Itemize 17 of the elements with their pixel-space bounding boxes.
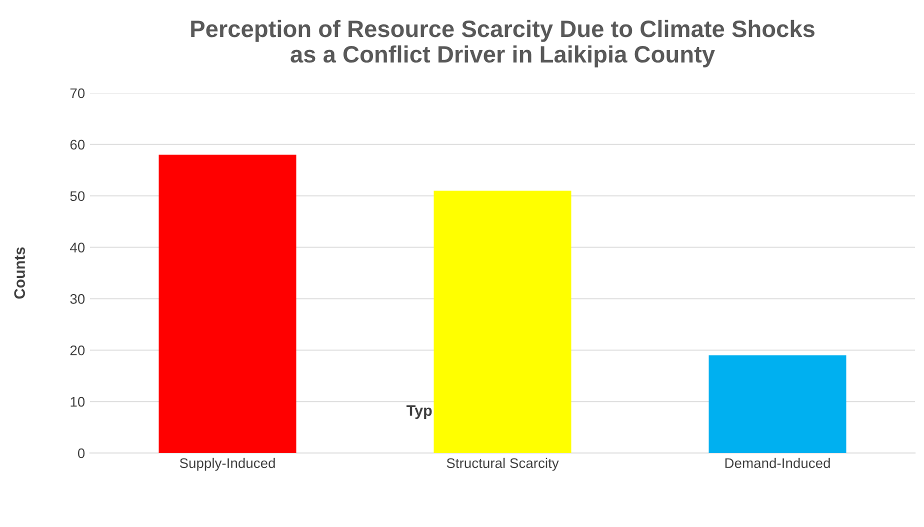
x-tick-label: Supply-Induced	[180, 458, 275, 471]
x-tick-label: Structural Scarcity	[446, 458, 559, 471]
y-tick-label: 30	[70, 294, 85, 304]
y-axis-title: Counts	[14, 247, 26, 299]
y-tick-label: 60	[70, 140, 85, 150]
y-tick-label: 20	[70, 345, 85, 356]
y-tick-label: 0	[78, 448, 85, 458]
bar	[708, 355, 846, 453]
y-tick-label: 40	[70, 242, 85, 252]
chart-title: Perception of Resource Scarcity Due to Climate Shocks as a Conflict Driver in Laikipia County	[191, 20, 814, 68]
bar	[158, 154, 296, 453]
y-tick-label: 10	[70, 396, 85, 407]
bar	[434, 190, 572, 453]
annotation: Typ	[406, 405, 432, 419]
x-tick-label: Demand-Induced	[725, 458, 830, 468]
y-tick-label: 50	[70, 191, 85, 202]
y-tick-label: 70	[70, 88, 85, 98]
